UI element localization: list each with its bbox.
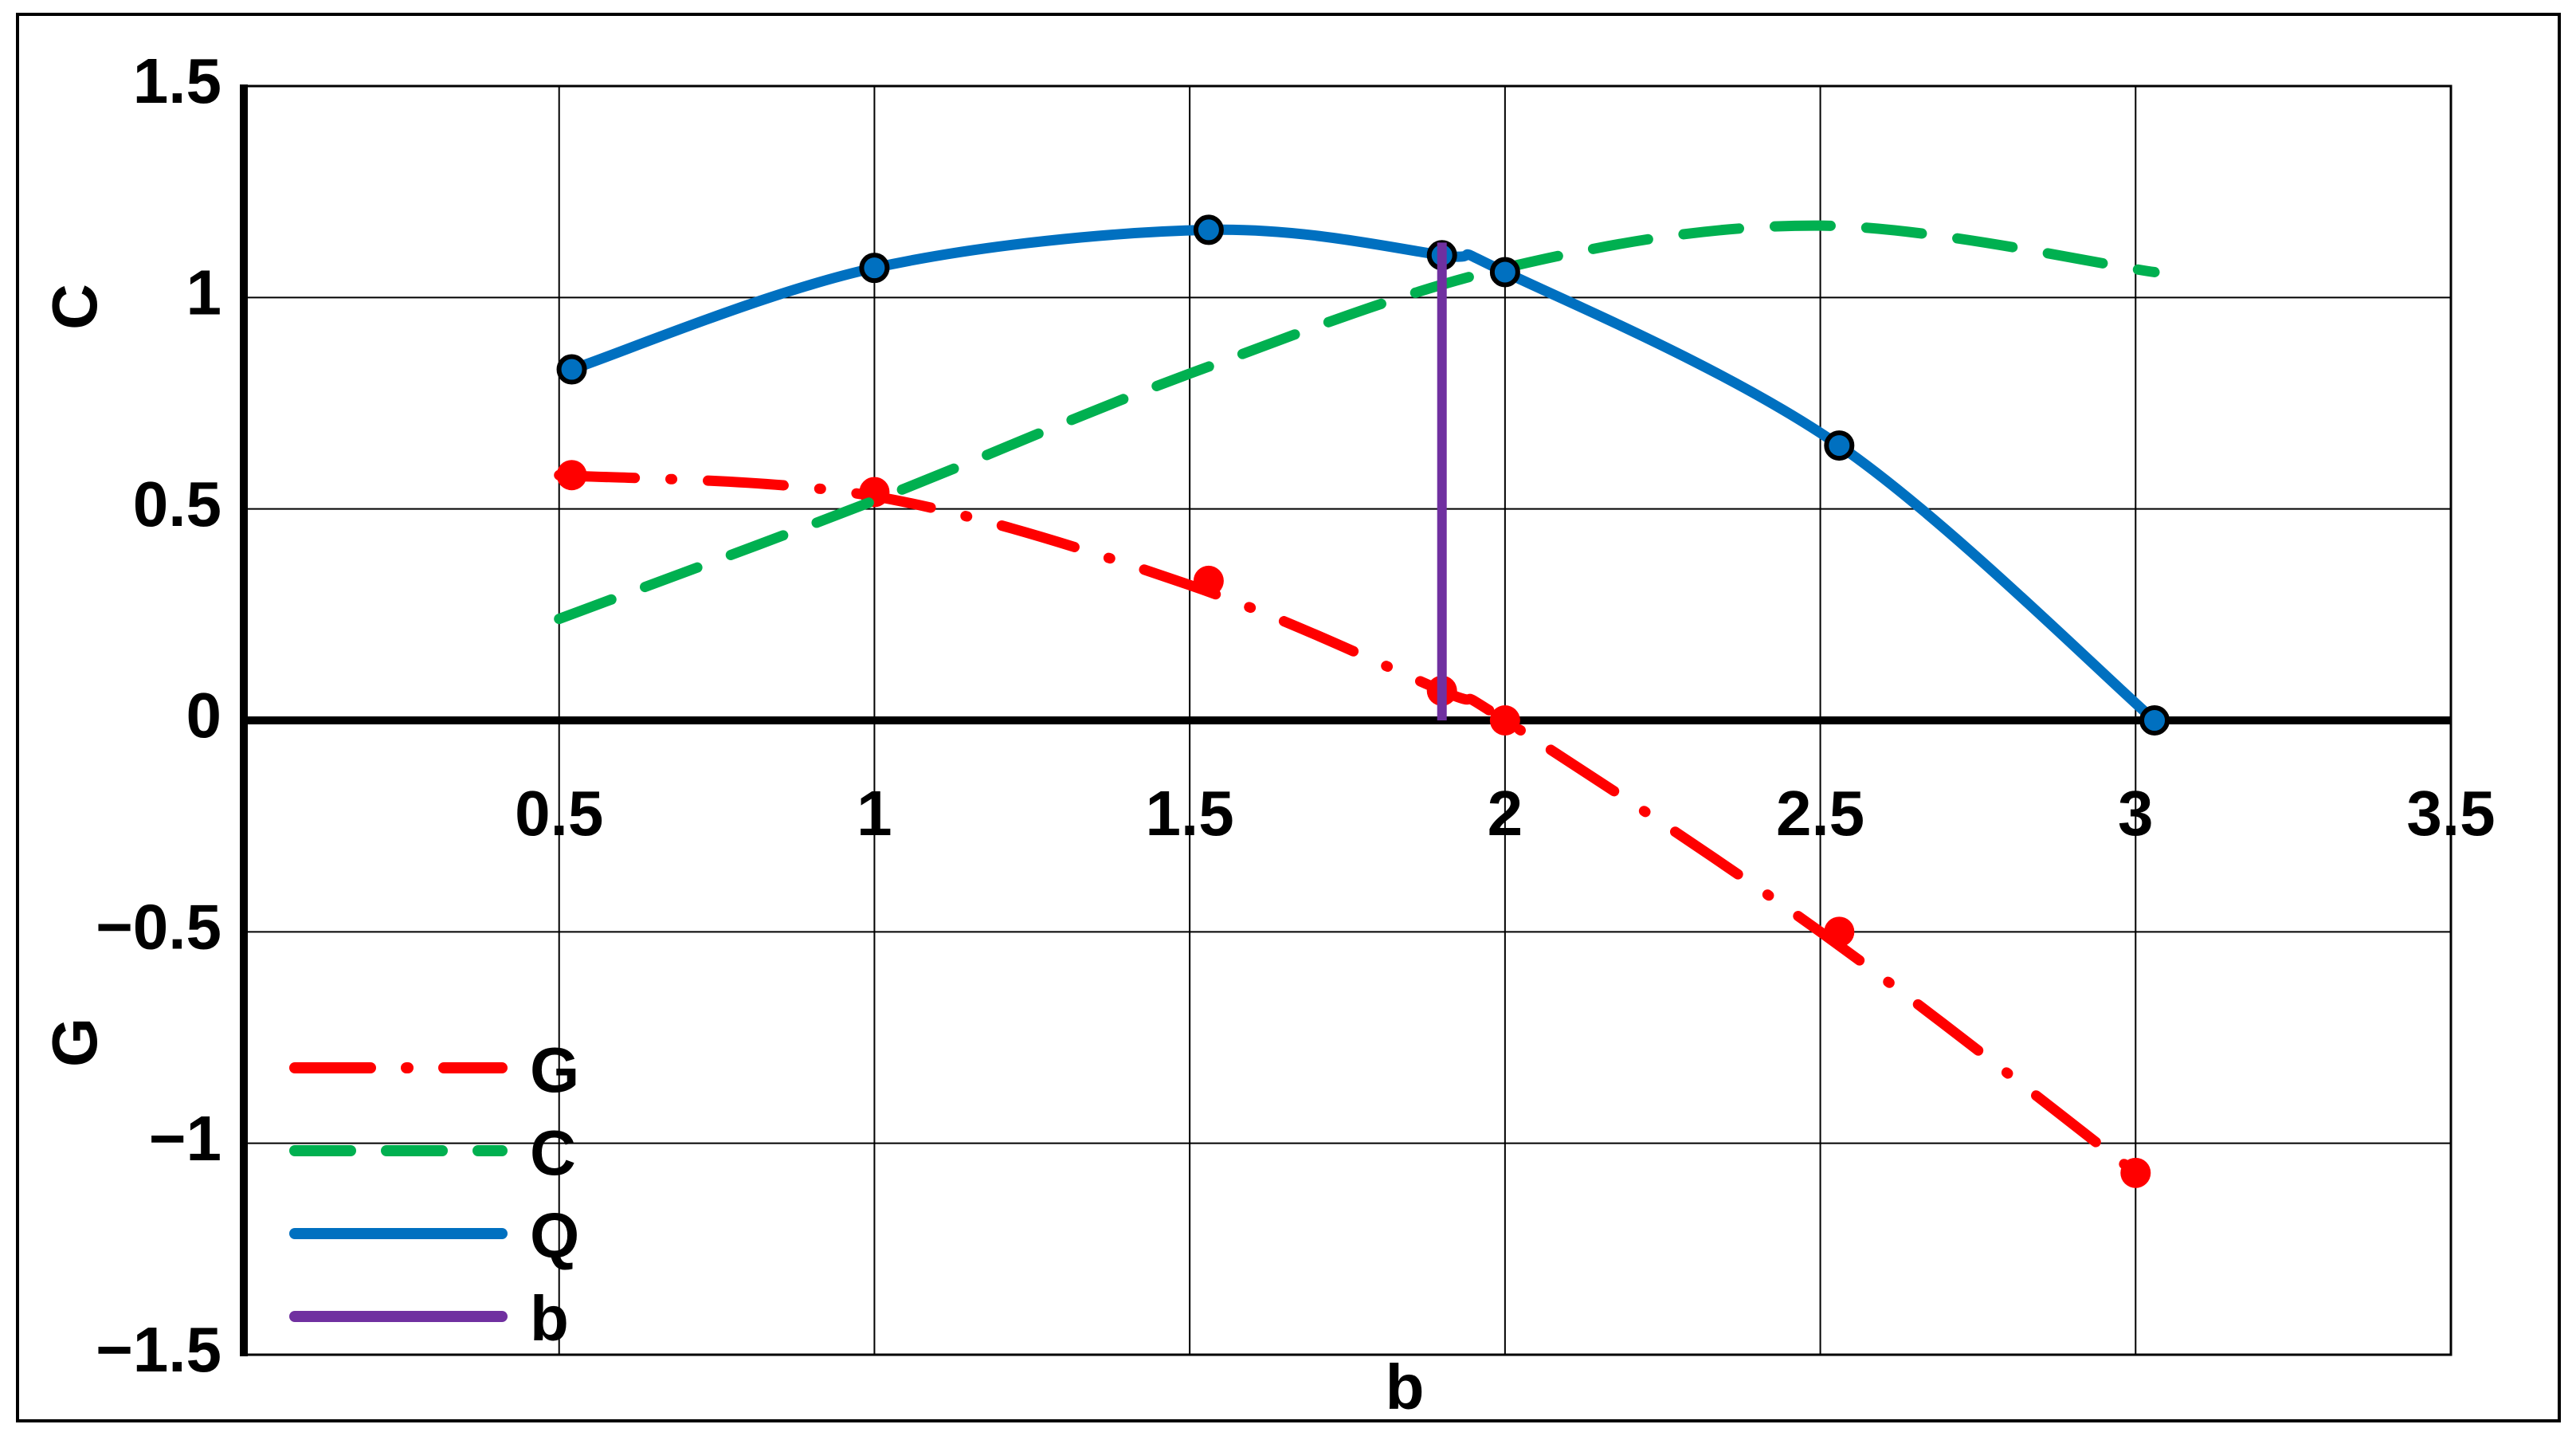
x-tick-label: 1.5 [1146,778,1234,849]
series-q-point [2139,705,2170,736]
tick-label-layer: 0.5 1 1.5 2 2.5 3 3.5 −1.5 −1 −0.5 0 0.5 1 1.5 [96,45,2496,1385]
legend-label-b: b [530,1283,569,1354]
legend-item-q: Q [289,1200,579,1271]
series-g-point [556,460,587,491]
series-c [554,220,2160,625]
legend-item-g: G [289,1034,579,1105]
x-axis-label: b [1386,1352,1425,1422]
series-c-line [554,220,2160,625]
legend: G C Q b [289,1034,579,1354]
series-q-point [1489,257,1520,288]
series-q-point [1824,430,1855,461]
y-tick-label: 1.5 [133,45,222,116]
y-tick-label: −1.5 [96,1314,222,1385]
y-axis-label-lower: G [39,1018,110,1067]
x-tick-label: 0.5 [515,778,603,849]
x-tick-label: 2 [1488,778,1523,849]
legend-label-g: G [530,1034,579,1105]
series-layer [554,214,2170,1188]
legend-item-b: b [289,1283,569,1354]
legend-item-c: C [289,1117,576,1188]
legend-label-q: Q [530,1200,579,1271]
series-q-point [556,354,587,385]
legend-label-c: C [530,1117,576,1188]
x-tick-label: 2.5 [1776,778,1864,849]
y-tick-label: −1 [149,1103,222,1174]
series-g-point [2120,1157,2151,1188]
axes-layer [240,84,2451,1356]
series-g-point [1824,916,1855,948]
y-tick-label: 0.5 [133,469,222,539]
y-tick-label: 1 [186,257,222,328]
series-q-point [859,253,890,284]
series-q-point [1193,214,1224,245]
series-g-point [1193,565,1224,596]
x-tick-label: 3.5 [2406,778,2495,849]
y-tick-label: 0 [186,680,222,751]
y-tick-label: −0.5 [96,891,222,962]
x-tick-label: 3 [2118,778,2154,849]
series-g-point [1489,705,1520,736]
x-tick-label: 1 [857,778,892,849]
y-axis-label-upper: C [39,284,110,330]
